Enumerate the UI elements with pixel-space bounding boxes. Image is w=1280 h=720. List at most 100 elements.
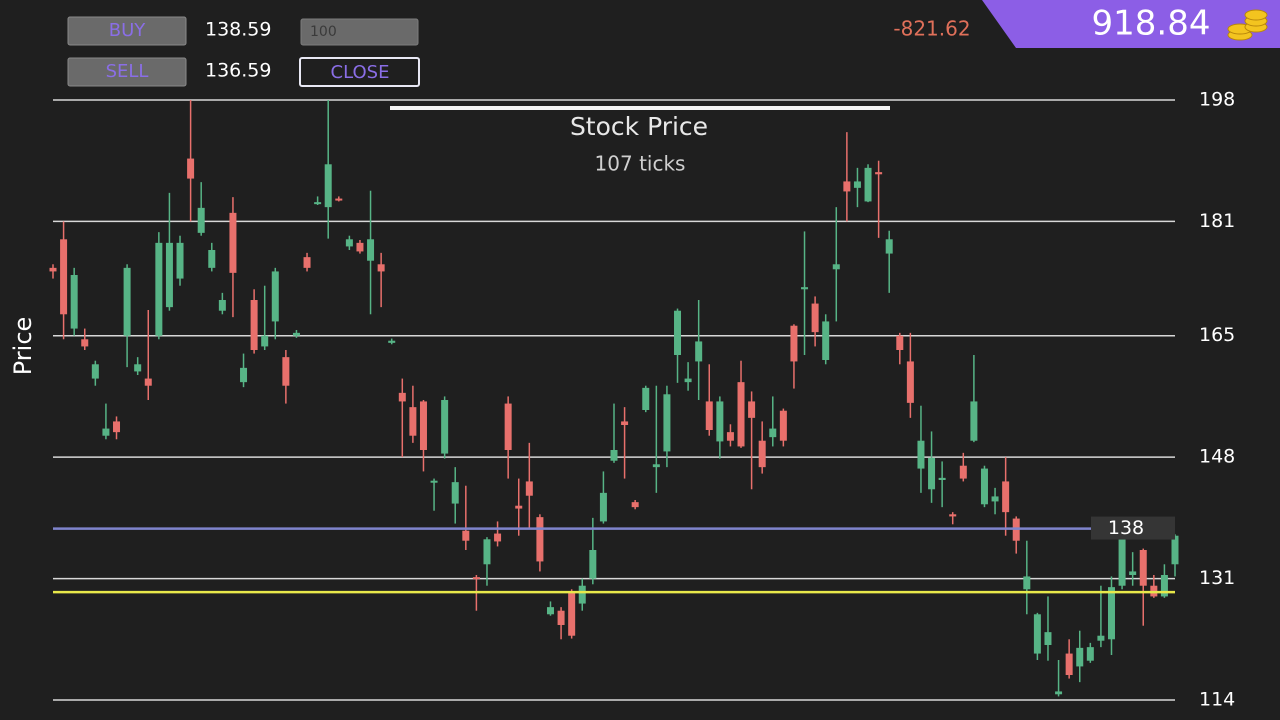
- candle-body: [642, 387, 650, 410]
- candle-body: [769, 428, 777, 438]
- candle-body: [801, 287, 809, 290]
- candle-body: [113, 421, 121, 433]
- candle-body: [758, 440, 766, 468]
- candle-body: [472, 577, 480, 580]
- candle-body: [684, 378, 692, 383]
- candle-body: [843, 181, 851, 192]
- candle-body: [1118, 539, 1126, 586]
- close-label[interactable]: CLOSE: [331, 62, 390, 83]
- candle-body: [1086, 647, 1094, 661]
- candle-body: [822, 321, 830, 360]
- price-tag: [1091, 516, 1175, 540]
- candle-body: [875, 172, 883, 175]
- candle-body: [1129, 571, 1137, 575]
- candle-body: [589, 550, 597, 579]
- candle-body: [885, 239, 893, 254]
- candle-body: [525, 481, 533, 496]
- candle-body: [483, 539, 491, 565]
- candle-body: [60, 239, 68, 315]
- candle-body: [504, 403, 512, 450]
- candle-body: [292, 332, 300, 336]
- candle-body: [345, 239, 353, 247]
- candle-body: [536, 517, 544, 562]
- candle-body: [980, 468, 988, 505]
- y-axis-label: Price: [9, 317, 37, 376]
- candle-body: [314, 202, 322, 205]
- candle-body: [1002, 481, 1010, 513]
- candle-body: [356, 242, 364, 252]
- controls: BUY 138.59 100 SELL 136.59 CLOSE -821.62…: [67, 0, 1280, 87]
- candle-body: [1097, 635, 1105, 641]
- y-tick-label: 165: [1199, 324, 1235, 346]
- chart-subtitle: 107 ticks: [595, 152, 686, 176]
- candle-body: [494, 533, 502, 542]
- candle-body: [515, 505, 523, 509]
- candle-body: [610, 450, 618, 461]
- y-tick-label: 114: [1199, 689, 1235, 711]
- candle-body: [367, 239, 375, 261]
- buy-price: 138.59: [205, 19, 271, 41]
- balance-banner: [982, 0, 1280, 48]
- sell-button[interactable]: [67, 57, 187, 87]
- y-tick-label: 131: [1199, 567, 1235, 589]
- candle-body: [832, 264, 840, 270]
- candle-body: [451, 482, 459, 504]
- candle-body: [949, 514, 957, 517]
- candle-body: [716, 401, 724, 442]
- candle-body: [102, 428, 110, 436]
- candle-body: [631, 502, 639, 508]
- candle-body: [91, 364, 99, 379]
- candle-body: [621, 421, 629, 425]
- y-tick-label: 198: [1199, 89, 1235, 111]
- close-button[interactable]: [299, 57, 420, 87]
- y-tick-label: 148: [1199, 446, 1235, 468]
- quantity-input[interactable]: [300, 18, 419, 46]
- candle-body: [49, 267, 57, 272]
- candle-body: [1076, 647, 1084, 667]
- candle-body: [853, 181, 861, 188]
- candle-body: [70, 275, 78, 329]
- y-tick-label: 181: [1199, 210, 1235, 232]
- candle-body: [187, 158, 195, 179]
- chart: Stock Price 107 ticks Price: [9, 106, 890, 376]
- candle-body: [377, 264, 385, 272]
- candle-body: [261, 335, 269, 347]
- pnl: -821.62: [893, 17, 970, 41]
- candle-body: [335, 198, 343, 201]
- candle-body: [1033, 614, 1041, 654]
- buy-button[interactable]: [67, 16, 187, 46]
- candle-body: [388, 340, 396, 343]
- candle-body: [726, 432, 734, 441]
- candle-body: [705, 401, 713, 430]
- candle-body: [578, 585, 586, 604]
- candle-body: [462, 530, 470, 541]
- candle-body: [441, 400, 449, 454]
- candle-body: [430, 480, 438, 483]
- candle-body: [674, 310, 682, 355]
- sell-label[interactable]: SELL: [106, 61, 149, 82]
- candle-body: [938, 477, 946, 480]
- candle-body: [155, 242, 163, 336]
- candle-body: [557, 610, 565, 625]
- quantity[interactable]: 100: [310, 24, 337, 40]
- candle-body: [811, 303, 819, 333]
- candle-body: [144, 378, 152, 386]
- candle-body: [134, 364, 142, 372]
- chart-title: Stock Price: [570, 112, 708, 141]
- candle-body: [991, 496, 999, 502]
- candle-body: [546, 607, 554, 615]
- candle-body: [779, 410, 787, 441]
- candle-body: [896, 335, 904, 350]
- candle-body: [959, 465, 967, 479]
- candle-body: [1171, 535, 1179, 565]
- candle-body: [271, 271, 279, 322]
- candle-body: [917, 440, 925, 469]
- buy-label[interactable]: BUY: [109, 20, 147, 41]
- candle-body: [748, 401, 756, 418]
- candle-body: [1023, 576, 1031, 590]
- candle-body: [282, 357, 290, 386]
- price-tag-label: 138: [1108, 517, 1144, 539]
